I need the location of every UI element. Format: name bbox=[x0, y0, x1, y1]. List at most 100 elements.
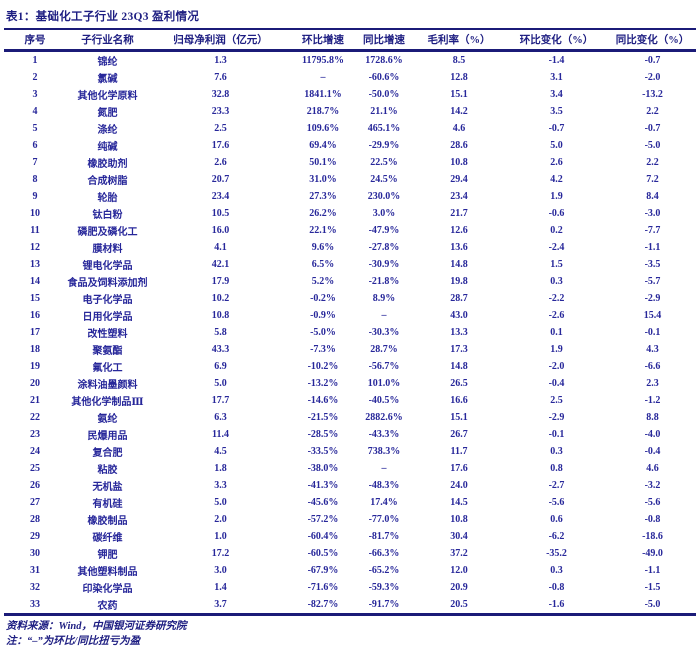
cell-value: -2.2 bbox=[548, 293, 565, 304]
cell-index: 19 bbox=[30, 361, 40, 372]
cell-industry-name: 锂电化学品 bbox=[82, 261, 133, 272]
cell-value: 31.0% bbox=[309, 174, 337, 185]
cell-index: 27 bbox=[30, 497, 40, 508]
cell-value: 12.0 bbox=[450, 565, 468, 576]
cell-industry-name: 涂料油墨颜料 bbox=[77, 380, 138, 391]
cell-value: -2.0 bbox=[548, 361, 565, 372]
cell-value: 5.0 bbox=[214, 378, 227, 389]
cell-value: 11.7 bbox=[450, 446, 468, 457]
cell-value: 5.2% bbox=[311, 276, 335, 287]
table-body: 1 锦纶 1.3 11795.8% 1728.6% 8.5 -1.4 -0.7 2 氯碱 7.6 – -… bbox=[4, 51, 696, 616]
cell-value: 43.0 bbox=[450, 310, 468, 321]
column-header-0: 序号 bbox=[4, 30, 66, 52]
table-row: 21 其他化学制品Ⅲ 17.7 -14.6% -40.5% 16.6 2.5 -1.2 bbox=[4, 392, 696, 409]
table-row: 30 钾肥 17.2 -60.5% -66.3% 37.2 -35.2 -49.0 bbox=[4, 545, 696, 562]
cell-value: 14.5 bbox=[450, 497, 468, 508]
cell-value: 24.0 bbox=[450, 480, 468, 491]
cell-value: 13.6 bbox=[450, 242, 468, 253]
cell-value: -67.9% bbox=[307, 565, 339, 576]
cell-industry-name: 轮胎 bbox=[97, 193, 118, 204]
cell-value: 23.3 bbox=[211, 106, 230, 117]
cell-industry-name: 其他塑料制品 bbox=[77, 567, 138, 578]
table-row: 28 橡胶制品 2.0 -57.2% -77.0% 10.8 0.6 -0.8 bbox=[4, 511, 696, 528]
cell-index: 28 bbox=[30, 514, 40, 525]
cell-value: -65.2% bbox=[368, 565, 400, 576]
cell-value: -1.6 bbox=[504, 596, 609, 616]
cell-value: 32.8 bbox=[211, 89, 230, 100]
cell-value: 17.7 bbox=[211, 395, 230, 406]
cell-value: 14.8 bbox=[450, 259, 468, 270]
cell-value: 8.5 bbox=[452, 55, 466, 66]
cell-value: -43.3% bbox=[368, 429, 400, 440]
cell-value: 3.0 bbox=[214, 565, 227, 576]
cell-value: -0.4 bbox=[548, 378, 565, 389]
cell-value: -0.1 bbox=[644, 327, 661, 338]
cell-value: -1.2 bbox=[644, 395, 661, 406]
cell-value: 28.7 bbox=[450, 293, 468, 304]
cell-value: -77.0% bbox=[368, 514, 400, 525]
cell-industry-name: 碳纤维 bbox=[92, 533, 123, 544]
cell-value: 11795.8% bbox=[302, 55, 344, 66]
cell-value: – bbox=[381, 463, 387, 474]
cell-value: 22.5% bbox=[370, 157, 398, 168]
cell-value: -7.3% bbox=[310, 344, 336, 355]
cell-value: 2.6 bbox=[214, 157, 227, 168]
cell-value: -5.0 bbox=[609, 596, 696, 616]
cell-industry-name: 粘胶 bbox=[97, 465, 118, 476]
cell-value: -4.0 bbox=[644, 429, 661, 440]
cell-value: -38.0% bbox=[307, 463, 339, 474]
table-row: 24 复合肥 4.5 -33.5% 738.3% 11.7 0.3 -0.4 bbox=[4, 443, 696, 460]
cell-index: 3 bbox=[32, 89, 38, 100]
cell-value: -18.6 bbox=[642, 531, 663, 542]
cell-value: 27.3% bbox=[309, 191, 337, 202]
cell-value: 3.7 bbox=[149, 596, 292, 616]
cell-industry-name: 无机盐 bbox=[92, 482, 123, 493]
cell-industry-name: 聚氨酯 bbox=[92, 346, 123, 357]
column-header-7: 同比变化（%） bbox=[609, 30, 696, 52]
cell-value: 24.5% bbox=[370, 174, 398, 185]
cell-industry-name: 纯碱 bbox=[97, 142, 118, 153]
cell-value: -47.9% bbox=[368, 225, 400, 236]
cell-index: 14 bbox=[30, 276, 40, 287]
cell-value: 7.6 bbox=[214, 72, 227, 83]
cell-value: -7.7 bbox=[644, 225, 661, 236]
cell-value: 738.3% bbox=[367, 446, 401, 457]
cell-index: 25 bbox=[30, 463, 40, 474]
cell-value: -60.4% bbox=[307, 531, 339, 542]
cell-industry-name: 民爆用品 bbox=[87, 431, 128, 442]
cell-value: -2.9 bbox=[548, 412, 565, 423]
cell-value: 0.3 bbox=[550, 565, 563, 576]
cell-index: 11 bbox=[30, 225, 40, 236]
cell-value: 3.0% bbox=[372, 208, 396, 219]
cell-value: 23.4 bbox=[211, 191, 230, 202]
cell-value: 0.3 bbox=[550, 276, 563, 287]
cell-value: -0.2% bbox=[310, 293, 336, 304]
cell-value: -5.6 bbox=[644, 497, 661, 508]
cell-value: 5.0 bbox=[214, 497, 227, 508]
cell-industry-name: 橡胶助剂 bbox=[87, 159, 128, 170]
table-row: 25 粘胶 1.8 -38.0% – 17.6 0.8 4.6 bbox=[4, 460, 696, 477]
cell-index: 24 bbox=[30, 446, 40, 457]
cell-value: -59.3% bbox=[368, 582, 400, 593]
cell-value: 6.9 bbox=[214, 361, 227, 372]
column-header-5: 毛利率（%） bbox=[414, 30, 504, 52]
cell-value: 20.7 bbox=[211, 174, 230, 185]
cell-value: -30.9% bbox=[368, 259, 400, 270]
cell-industry-name: 复合肥 bbox=[92, 448, 123, 459]
cell-index: 20 bbox=[30, 378, 40, 389]
cell-value: 14.2 bbox=[450, 106, 468, 117]
cell-value: -45.6% bbox=[307, 497, 339, 508]
cell-industry-name: 合成树脂 bbox=[87, 176, 128, 187]
cell-value: 10.8 bbox=[450, 514, 468, 525]
cell-value: -14.6% bbox=[307, 395, 339, 406]
cell-value: -35.2 bbox=[546, 548, 567, 559]
cell-value: -2.4 bbox=[548, 242, 565, 253]
table-row: 17 改性塑料 5.8 -5.0% -30.3% 13.3 0.1 -0.1 bbox=[4, 324, 696, 341]
cell-value: -5.0% bbox=[310, 327, 336, 338]
cell-value: -2.6 bbox=[548, 310, 565, 321]
cell-index: 1 bbox=[32, 55, 38, 66]
cell-value: 43.3 bbox=[211, 344, 230, 355]
cell-value: -0.1 bbox=[548, 429, 565, 440]
cell-value: 42.1 bbox=[211, 259, 230, 270]
cell-value: 6.5% bbox=[311, 259, 335, 270]
